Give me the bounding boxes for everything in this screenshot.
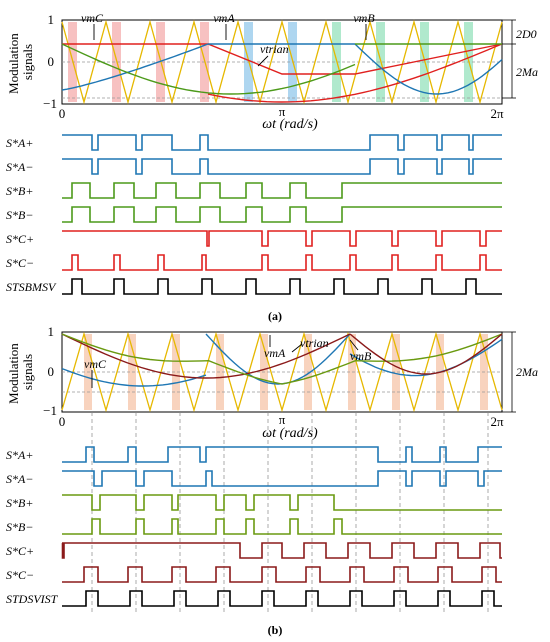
signal-label-2: S*A− [6,160,33,174]
arrow-vtrian-b [291,343,303,353]
arrow-vtrian [257,55,269,67]
curve-darkred-b [61,333,351,379]
signal-trace-2 [62,470,502,487]
signal-trace-4 [62,518,502,535]
curve-green-arc [61,43,356,95]
curve-blue-fall [354,43,503,95]
y-tick-minus-1-b: −1 [43,403,57,418]
signal-trace-1 [62,446,502,463]
panel-a-signals: S*A+ S*A− S*B+ S*B− S*C+ S*C− STSBMSV [6,134,502,295]
label-vmC: vmC [81,11,104,25]
y-axis-label-b-line1: Modulation [6,343,21,404]
label-vtrian-b: vtrian [300,336,329,350]
curve-blue-b3 [349,338,503,377]
curve-green-b [61,333,503,385]
signal-label-1: S*A+ [6,136,33,150]
y-tick-1-b: 1 [48,324,55,339]
y-axis-label-b: Modulation signals [6,340,35,404]
band-orange-4 [216,334,224,410]
curve-blue-b2 [205,333,351,385]
panel-b-curves [61,331,503,413]
signal-trace-3 [62,182,502,199]
signal-label-4: S*B− [6,208,33,222]
x-tick-0: 0 [59,106,66,121]
y-axis-label: Modulation signals [6,30,35,94]
y-axis-label-line2: signals [20,44,35,80]
y-tick-1: 1 [48,12,55,27]
signal-trace-1 [62,134,502,151]
label-vmC-b: vmC [84,357,107,371]
signal-label-6: S*C− [6,568,34,582]
x-tick-2pi: 2π [490,106,504,121]
x-tick-2pi-b: 2π [490,414,504,429]
signal-trace-3 [62,494,502,511]
caption-b: (b) [268,623,283,637]
carrier-triangle-b [61,331,503,413]
signal-label-5: S*C+ [6,232,34,246]
x-axis-label-b: ωt (rad/s) [262,426,318,441]
signal-trace-6 [62,566,502,583]
curve-red-arc [207,43,503,103]
signal-label-7: STSBMSV [6,280,57,294]
signal-label-5: S*C+ [6,544,34,558]
label-vmA-b: vmA [264,346,286,360]
label-vtrian: vtrian [260,42,289,56]
dim-label-2Ma: 2Ma [516,65,538,79]
y-axis-label-line1: Modulation [6,33,21,94]
signal-label-6: S*C− [6,256,34,270]
label-vmA: vmA [213,11,235,25]
signal-trace-2 [62,158,502,175]
curve-vmC-flat [62,43,503,75]
signal-trace-6 [62,254,502,271]
panel-b-signals: S*A+ S*A− S*B+ S*B− S*C+ S*C− STDSVIST [6,446,502,607]
panel-b-guides [91,412,489,612]
label-vmB: vmB [353,11,375,25]
dim-label-2Ma-b: 2Ma [516,365,538,379]
panel-a: 1 0 −1 Modulation signals 0 π ωt (rad/s)… [6,11,538,323]
x-tick-0-b: 0 [59,414,66,429]
arrow-vmB-b [349,339,359,351]
curve-darkred-b2 [349,333,503,375]
signal-trace-5 [61,542,502,559]
signal-label-7: STDSVIST [6,592,59,606]
y-tick-0-b: 0 [48,364,55,379]
caption-a: (a) [268,309,282,323]
signal-trace-7 [62,590,502,607]
x-tick-pi: π [279,104,286,119]
curve-blue-rise [61,43,209,91]
x-axis-label: ωt (rad/s) [262,117,318,132]
signal-trace-5 [62,230,502,247]
signal-label-3: S*B+ [6,184,33,198]
curve-blue-b1 [61,367,207,387]
y-axis-label-b-line2: signals [20,354,35,390]
band-orange-3 [172,334,180,410]
signal-trace-4 [62,206,502,223]
label-vmB-b: vmB [350,349,372,363]
dim-label-2D0: 2D0 [516,27,537,41]
signal-label-4: S*B− [6,520,33,534]
panel-a-curves [61,19,503,105]
panel-b: 1 0 −1 Modulation signals 0 π ωt (rad/s)… [6,324,538,637]
y-tick-minus-1: −1 [43,96,57,111]
band-orange-8 [392,334,400,410]
signal-label-3: S*B+ [6,496,33,510]
signal-label-1: S*A+ [6,448,33,462]
signal-trace-7 [62,278,502,295]
signal-label-2: S*A− [6,472,33,486]
x-tick-pi-b: π [279,412,286,427]
y-tick-0: 0 [48,54,55,69]
